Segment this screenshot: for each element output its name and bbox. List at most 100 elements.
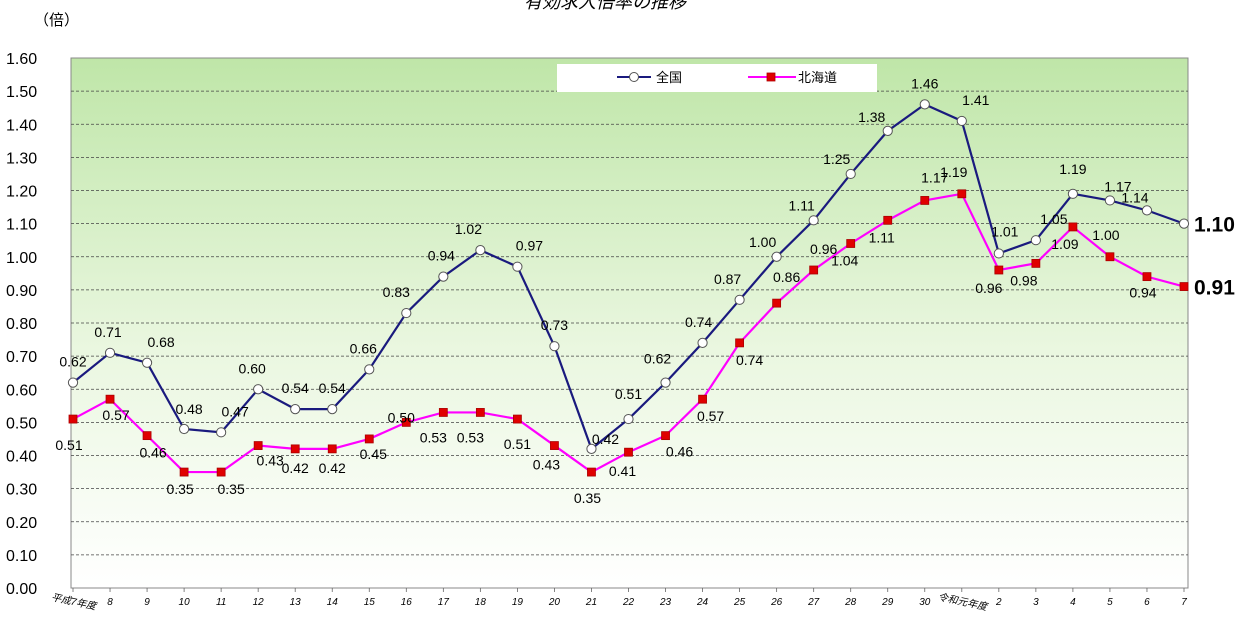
x-tick-label: 25 bbox=[733, 597, 746, 608]
y-tick-label: 1.00 bbox=[6, 250, 37, 267]
data-point-national bbox=[549, 341, 560, 352]
x-tick-label: 18 bbox=[475, 597, 487, 608]
data-label-national: 0.68 bbox=[147, 334, 174, 350]
data-label-hokkaido: 1.00 bbox=[1092, 227, 1119, 243]
data-label-national: 0.71 bbox=[94, 324, 121, 340]
y-tick-label: 0.30 bbox=[6, 482, 37, 499]
data-label-national: 0.66 bbox=[350, 340, 377, 356]
data-point-national bbox=[1104, 195, 1116, 206]
y-tick-label: 0.10 bbox=[6, 548, 37, 565]
y-tick-label: 0.70 bbox=[6, 349, 37, 366]
data-label-national: 1.02 bbox=[455, 221, 482, 237]
data-point-hokkaido bbox=[1105, 252, 1115, 262]
data-point-national bbox=[660, 377, 671, 388]
legend-label-national: 全国 bbox=[656, 70, 682, 85]
x-tick-label: 19 bbox=[512, 597, 524, 608]
data-point-national bbox=[438, 271, 449, 282]
x-tick-label: 27 bbox=[807, 597, 820, 608]
data-label-hokkaido: 0.46 bbox=[139, 445, 166, 461]
data-label-national: 1.14 bbox=[1121, 189, 1148, 205]
data-label-national: 0.51 bbox=[615, 386, 642, 402]
x-tick-label: 16 bbox=[401, 597, 413, 608]
y-tick-label: 0.90 bbox=[6, 283, 37, 300]
data-point-hokkaido bbox=[475, 408, 485, 417]
x-tick-label: 5 bbox=[1107, 597, 1113, 608]
data-point-hokkaido bbox=[698, 394, 707, 404]
data-label-hokkaido: 1.04 bbox=[831, 253, 858, 269]
data-label-hokkaido: 0.43 bbox=[257, 453, 284, 469]
data-point-hokkaido bbox=[550, 441, 559, 450]
data-label-hokkaido: 0.41 bbox=[609, 463, 636, 479]
legend-label-hokkaido: 北海道 bbox=[798, 70, 837, 85]
y-tick-label: 0.60 bbox=[6, 382, 37, 399]
data-point-national bbox=[919, 99, 930, 110]
x-tick-label: 2 bbox=[995, 597, 1002, 608]
data-label-hokkaido: 1.09 bbox=[1051, 236, 1078, 252]
data-point-hokkaido bbox=[809, 265, 819, 275]
chart-title: 有効求人倍率の推移 bbox=[524, 0, 688, 12]
data-point-national bbox=[808, 215, 819, 226]
data-label-national: 0.74 bbox=[685, 314, 712, 330]
data-label-national: 0.62 bbox=[644, 351, 671, 367]
x-tick-label: 22 bbox=[622, 597, 635, 608]
x-tick-label: 24 bbox=[696, 597, 709, 608]
data-label-hokkaido: 0.98 bbox=[1010, 272, 1037, 288]
x-axis: 平成7年度 8 9 10 11 12 13 14 15 16 17 18 19 20 21 22 23 24 25 2… bbox=[50, 588, 1187, 614]
data-label-national: 1.05 bbox=[1040, 211, 1067, 227]
y-tick-label: 1.10 bbox=[6, 217, 37, 234]
data-label-hokkaido: 0.35 bbox=[166, 481, 193, 497]
data-point-national bbox=[1178, 218, 1190, 229]
y-tick-label: 1.30 bbox=[6, 150, 37, 167]
legend-box bbox=[557, 64, 877, 92]
data-label-national: 0.87 bbox=[714, 271, 741, 287]
data-label-national: 0.54 bbox=[319, 380, 346, 396]
data-point-national bbox=[253, 384, 264, 395]
data-point-hokkaido bbox=[253, 441, 263, 450]
data-label-hokkaido: 0.51 bbox=[55, 437, 82, 453]
legend: 全国 北海道 bbox=[557, 64, 877, 92]
data-label-national: 1.46 bbox=[911, 75, 938, 91]
data-label-hokkaido: 0.46 bbox=[666, 444, 693, 460]
data-label-hokkaido: 0.96 bbox=[810, 241, 837, 257]
data-point-national bbox=[475, 245, 486, 256]
y-axis: 0.00 0.10 0.20 0.30 0.40 0.50 0.60 0.70 0.80 0.90… bbox=[6, 51, 37, 598]
x-tick-label: 21 bbox=[585, 597, 597, 608]
data-point-national bbox=[179, 423, 190, 435]
x-tick-label: 8 bbox=[107, 597, 113, 608]
y-tick-label: 1.50 bbox=[6, 84, 37, 101]
data-point-national bbox=[67, 377, 79, 388]
data-point-national bbox=[364, 364, 375, 375]
data-point-hokkaido bbox=[846, 239, 856, 248]
data-point-national bbox=[104, 347, 116, 358]
data-label-national: 0.48 bbox=[175, 401, 202, 417]
data-label-national: 1.38 bbox=[858, 109, 885, 125]
data-label-national: 1.19 bbox=[1059, 161, 1086, 177]
x-tick-label: 11 bbox=[216, 597, 226, 608]
data-point-hokkaido bbox=[179, 467, 189, 477]
data-label-national: 1.41 bbox=[962, 92, 989, 108]
data-label-hokkaido: 1.17 bbox=[921, 169, 948, 185]
data-point-national bbox=[623, 413, 634, 425]
data-label-national: 1.00 bbox=[749, 234, 776, 250]
data-label-hokkaido: 0.42 bbox=[282, 460, 309, 476]
data-point-hokkaido bbox=[957, 189, 967, 199]
data-label-national: 0.62 bbox=[59, 354, 86, 370]
x-tick-label: 15 bbox=[364, 597, 376, 608]
x-tick-label: 30 bbox=[919, 597, 931, 608]
x-tick-label: 10 bbox=[179, 597, 191, 608]
data-point-hokkaido bbox=[364, 434, 374, 444]
data-label-hokkaido: 1.11 bbox=[869, 229, 895, 245]
data-label-hokkaido: 0.35 bbox=[218, 481, 245, 497]
y-tick-label: 0.20 bbox=[6, 515, 37, 532]
data-point-national bbox=[586, 443, 597, 454]
data-point-national bbox=[401, 307, 412, 319]
data-point-hokkaido bbox=[624, 447, 633, 457]
data-point-national bbox=[327, 404, 338, 415]
x-tick-label: 14 bbox=[327, 597, 339, 608]
end-value-label-national: 1.10 bbox=[1194, 214, 1235, 237]
end-value-label-hokkaido: 0.91 bbox=[1194, 277, 1235, 300]
data-label-national: 0.73 bbox=[541, 317, 568, 333]
legend-marker-national bbox=[629, 72, 639, 82]
data-label-hokkaido: 0.96 bbox=[975, 280, 1002, 296]
